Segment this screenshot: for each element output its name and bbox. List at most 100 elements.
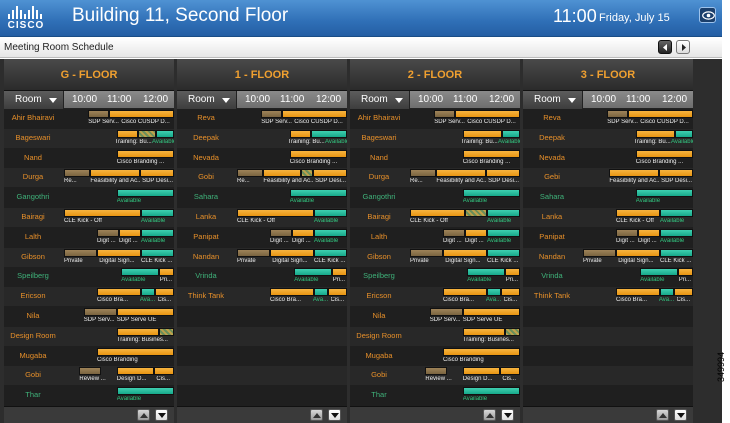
booking-bar[interactable] [263,169,301,178]
booking-bar[interactable] [462,367,501,376]
scroll-up-button[interactable] [656,409,669,421]
room-sort-dropdown[interactable]: Room [350,91,410,109]
booking-bar[interactable] [155,288,174,297]
booking-bar[interactable] [487,209,520,217]
booking-bar[interactable] [119,228,141,237]
scroll-down-button[interactable] [328,409,341,421]
booking-bar[interactable] [289,149,347,158]
scroll-down-button[interactable] [501,409,514,421]
booking-bar[interactable] [500,367,520,376]
booking-bar[interactable] [289,189,347,198]
booking-bar[interactable] [141,248,174,257]
booking-bar[interactable] [270,288,314,297]
booking-bar[interactable] [465,228,487,237]
room-row[interactable]: Panipat Digit ... Digit ... Available [523,228,693,247]
booking-bar[interactable] [660,248,693,257]
booking-bar[interactable] [638,228,660,237]
booking-bar[interactable] [289,129,311,138]
booking-bar[interactable] [635,149,693,158]
room-row[interactable]: Deepak Training: Bu... Available [177,128,347,148]
room-row[interactable]: Vrinda Available Pri... [523,267,693,286]
booking-bar[interactable] [116,129,138,138]
booking-bar[interactable] [294,268,332,277]
room-row[interactable]: Lanka CLE Kick - Off Available [523,208,693,227]
booking-bar[interactable] [635,129,676,138]
booking-bar[interactable] [109,110,174,118]
booking-bar[interactable] [116,189,174,198]
scroll-down-button[interactable] [155,409,168,421]
booking-bar[interactable] [658,169,693,178]
booking-bar[interactable] [616,228,638,237]
booking-bar[interactable] [83,308,117,316]
room-row[interactable]: Gobi Re... Feasibility and Ac... SDP Desi..… [177,168,347,188]
booking-bar[interactable] [282,110,347,118]
booking-bar[interactable] [443,248,487,257]
booking-bar[interactable] [434,110,456,118]
booking-bar[interactable] [462,189,520,198]
room-row[interactable]: Gibson Private Digital Sign... CLE Kick ... [4,247,174,267]
room-row[interactable]: Gangothri Available [4,188,174,207]
booking-bar[interactable] [156,129,174,138]
room-row[interactable]: Lanka CLE Kick - Off Available [177,208,347,227]
room-row[interactable]: Speilberg Available Pri... [4,267,174,286]
room-row[interactable]: Gangothri Available [350,188,520,207]
room-row[interactable]: Nevada Cisco Branding ... [523,149,693,168]
booking-bar[interactable] [90,169,140,178]
room-sort-dropdown[interactable]: Room [4,91,64,109]
room-row[interactable]: Sahara Available [177,188,347,207]
room-row[interactable]: Design Room Training: Busines... [350,326,520,346]
booking-bar[interactable] [504,268,520,277]
view-button[interactable] [699,7,716,23]
booking-bar[interactable] [154,367,174,376]
booking-bar[interactable] [64,169,91,178]
booking-bar[interactable] [616,248,660,257]
booking-bar[interactable] [501,288,520,297]
booking-bar[interactable] [121,268,159,277]
booking-bar[interactable] [270,248,314,257]
booking-bar[interactable] [139,169,174,178]
room-row[interactable]: Gebi Feasibility and Ac... SDP Desi... [523,168,693,188]
room-row[interactable]: Panipat Digit ... Digit ... Available [177,228,347,247]
booking-bar[interactable] [660,209,693,217]
prev-page-button[interactable] [658,40,672,54]
booking-bar[interactable] [97,248,141,257]
booking-bar[interactable] [675,129,693,138]
booking-bar[interactable] [462,129,503,138]
room-row[interactable]: Thar Available [350,386,520,405]
booking-bar[interactable] [410,248,443,257]
room-row[interactable]: Sahara Available [523,188,693,207]
booking-bar[interactable] [487,288,502,297]
room-row[interactable]: Nila SDP Serv... SDP Serve UE [350,307,520,326]
booking-bar[interactable] [97,228,119,237]
booking-bar[interactable] [487,228,520,237]
room-row[interactable]: Ericson Cisco Bra... Ava... Cis... [4,287,174,307]
booking-bar[interactable] [158,327,174,336]
room-row[interactable]: Durga Re... Feasibility and Ac... SDP Desi.… [350,168,520,188]
room-row[interactable]: Nand Cisco Branding ... [4,149,174,168]
booking-bar[interactable] [429,308,463,316]
booking-bar[interactable] [312,169,347,178]
booking-bar[interactable] [141,288,156,297]
room-sort-dropdown[interactable]: Room [523,91,583,109]
room-row[interactable]: Bageswari Training: Bu... Available [350,128,520,148]
booking-bar[interactable] [660,228,693,237]
booking-bar[interactable] [314,209,347,217]
room-row[interactable]: Gibson Private Digital Sign... CLE Kick ... [350,247,520,267]
booking-bar[interactable] [410,209,465,217]
room-row[interactable]: Ericson Cisco Bra... Ava... Cis... [350,287,520,307]
room-row[interactable]: Reva SDP Serv... Cisco CUSDP D... [177,109,347,128]
booking-bar[interactable] [640,268,678,277]
booking-bar[interactable] [462,327,505,336]
scroll-down-button[interactable] [674,409,687,421]
booking-bar[interactable] [116,308,174,316]
booking-bar[interactable] [616,288,660,297]
room-row[interactable]: Gobi Review ... Design D... Cis... [4,366,174,386]
room-row[interactable]: Nevada Cisco Branding ... [177,149,347,168]
booking-bar[interactable] [292,228,314,237]
booking-bar[interactable] [141,228,174,237]
room-row[interactable]: Reva SDP Serv... Cisco CUSDP D... [523,109,693,128]
room-row[interactable]: Nila SDP Serv... SDP Serve UE [4,307,174,326]
booking-bar[interactable] [261,110,283,118]
booking-bar[interactable] [97,288,141,297]
room-row[interactable]: Bageswari Training: Bu... Available [4,128,174,148]
